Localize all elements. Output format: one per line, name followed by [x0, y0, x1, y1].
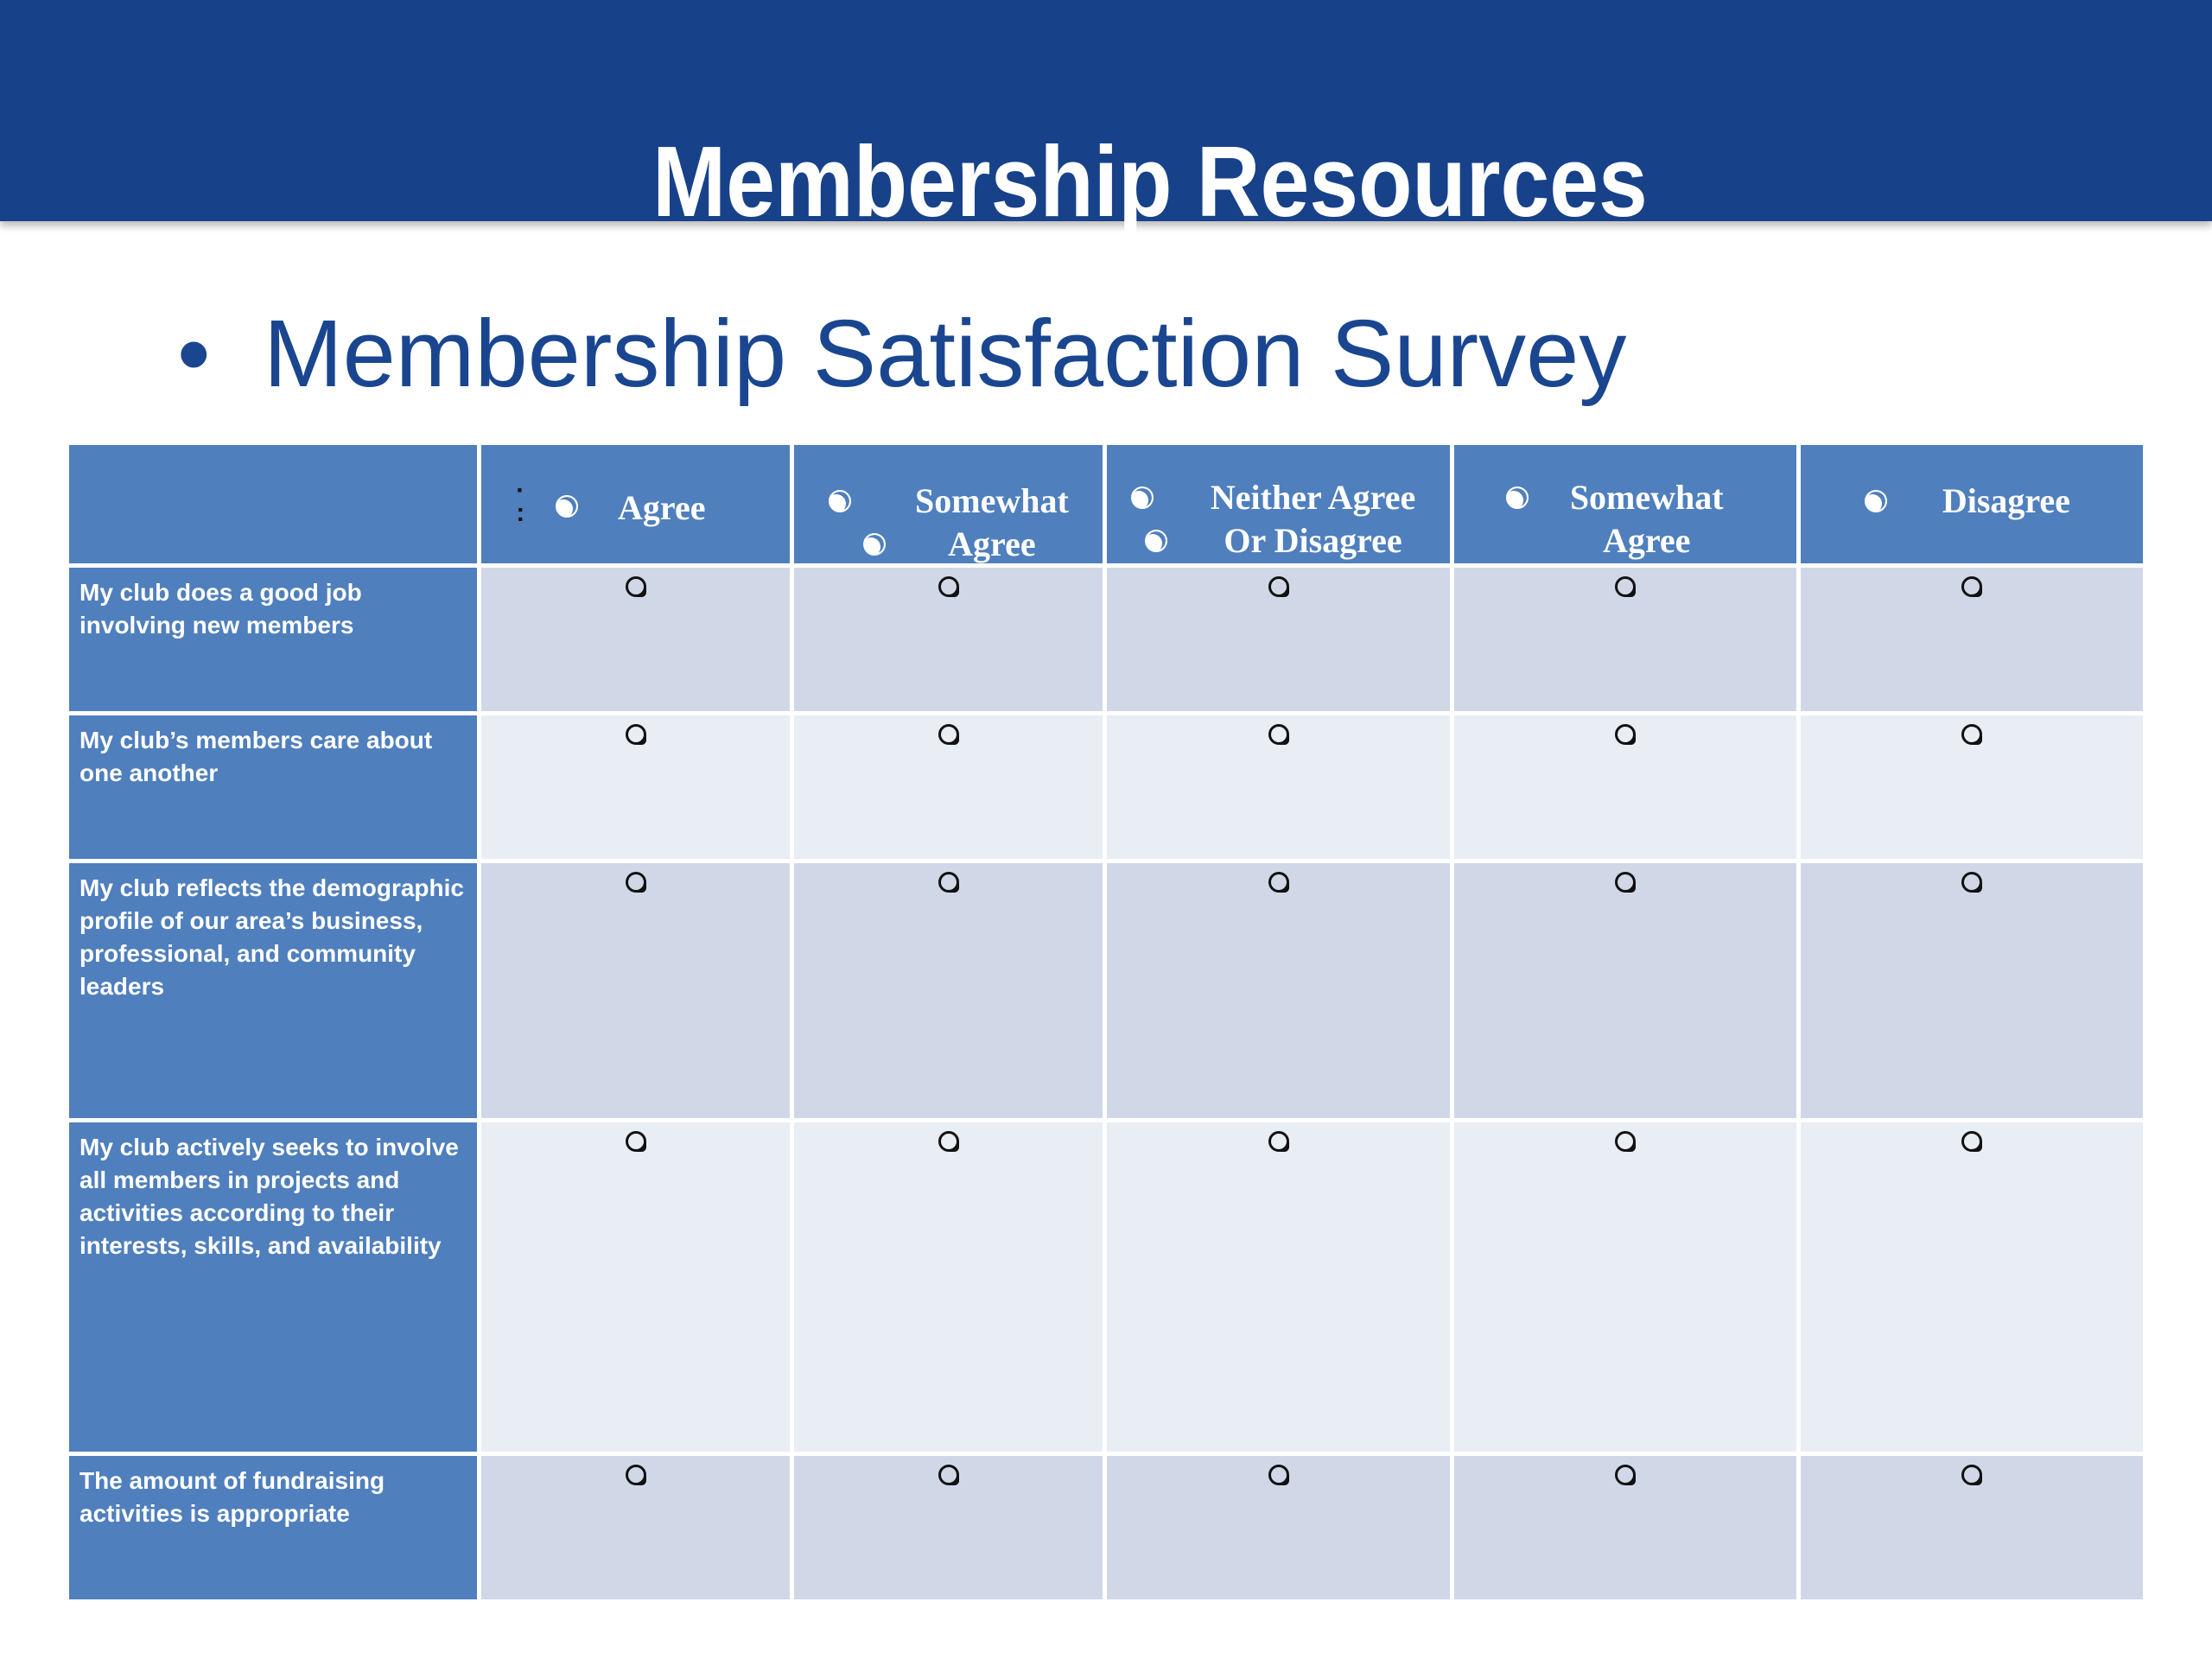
radio-somewhat-agree-2[interactable]: [1614, 1465, 1636, 1485]
header-corner-cell: [69, 445, 478, 563]
header-disagree: Disagree: [1800, 445, 2143, 563]
header-radio-icon: [556, 495, 579, 518]
answer-cell: [481, 1122, 791, 1452]
table-row: My club reflects the demographic profile…: [69, 863, 2143, 1118]
answer-cell: [1800, 715, 2143, 859]
table-row: My club does a good job involving new me…: [69, 568, 2143, 711]
radio-neither[interactable]: [1268, 1131, 1289, 1152]
header-radio-icon: [1131, 486, 1154, 509]
header-radio-icon: [829, 490, 852, 512]
answer-cell: [481, 863, 791, 1118]
radio-agree[interactable]: [625, 1131, 646, 1152]
table-row: The amount of fundraising activities is …: [69, 1456, 2143, 1599]
radio-somewhat-agree[interactable]: [938, 872, 959, 893]
slide-title: Membership Resources: [652, 125, 1648, 238]
radio-agree[interactable]: [625, 872, 646, 893]
header-radio-icon: [1864, 490, 1887, 512]
radio-neither[interactable]: [1268, 872, 1289, 893]
radio-somewhat-agree-2[interactable]: [1614, 872, 1636, 893]
radio-agree[interactable]: [625, 576, 646, 597]
radio-disagree[interactable]: [1961, 576, 1982, 597]
answer-cell: [1453, 715, 1796, 859]
radio-neither[interactable]: [1268, 576, 1289, 597]
question-cell: My club does a good job involving new me…: [69, 568, 478, 711]
answer-cell: [1107, 1456, 1450, 1599]
radio-somewhat-agree[interactable]: [938, 576, 959, 597]
radio-disagree[interactable]: [1961, 724, 1982, 745]
header-somewhat-agree-2: Somewhat Agree: [1453, 445, 1796, 563]
radio-disagree[interactable]: [1961, 1131, 1982, 1152]
answer-cell: [1107, 568, 1450, 711]
header-radio-icon: [1145, 530, 1168, 552]
header-radio-icon: [863, 533, 887, 556]
answer-cell: [1800, 1456, 2143, 1599]
answer-cell: [794, 863, 1103, 1118]
radio-neither[interactable]: [1268, 724, 1289, 745]
header-label-somewhat-agree: Somewhat Agree: [915, 481, 1069, 563]
answer-cell: [1107, 863, 1450, 1118]
answer-cell: [1453, 568, 1796, 711]
radio-disagree[interactable]: [1961, 1465, 1982, 1485]
answer-cell: [481, 568, 791, 711]
radio-agree[interactable]: [625, 1465, 646, 1485]
answer-cell: [1453, 1456, 1796, 1599]
header-agree: ·: Agree: [481, 445, 791, 563]
answer-cell: [794, 715, 1103, 859]
colon-marker: ·:: [516, 476, 525, 527]
header-label-somewhat-agree-2: Somewhat Agree: [1569, 478, 1724, 560]
header-neither-agree-or-disagree: Neither Agree Or Disagree: [1107, 445, 1450, 563]
radio-somewhat-agree[interactable]: [938, 724, 959, 745]
header-somewhat-agree: Somewhat Agree: [794, 445, 1103, 563]
radio-somewhat-agree-2[interactable]: [1614, 724, 1636, 745]
header-label-neither: Neither Agree Or Disagree: [1210, 478, 1416, 560]
answer-cell: [1107, 1122, 1450, 1452]
bullet-dot-icon: •: [177, 301, 211, 407]
radio-agree[interactable]: [625, 724, 646, 745]
table-row: My club’s members care about one another: [69, 715, 2143, 859]
radio-somewhat-agree[interactable]: [938, 1131, 959, 1152]
radio-somewhat-agree-2[interactable]: [1614, 1131, 1636, 1152]
question-cell: My club actively seeks to involve all me…: [69, 1122, 478, 1452]
header-row: ·: Agree Somewhat Agree Neither Agree Or…: [69, 445, 2143, 563]
answer-cell: [481, 1456, 791, 1599]
table-row: My club actively seeks to involve all me…: [69, 1122, 2143, 1452]
radio-disagree[interactable]: [1961, 872, 1982, 893]
radio-neither[interactable]: [1268, 1465, 1289, 1485]
answer-cell: [1107, 715, 1450, 859]
radio-somewhat-agree-2[interactable]: [1614, 576, 1636, 597]
header-label-agree: Agree: [618, 488, 706, 527]
bullet-item: • Membership Satisfaction Survey: [177, 298, 1626, 410]
answer-cell: [481, 715, 791, 859]
answer-cell: [794, 1122, 1103, 1452]
answer-cell: [1800, 863, 2143, 1118]
answer-cell: [794, 1456, 1103, 1599]
radio-somewhat-agree[interactable]: [938, 1465, 959, 1485]
answer-cell: [1800, 568, 2143, 711]
survey-heading: Membership Satisfaction Survey: [264, 301, 1627, 407]
question-cell: The amount of fundraising activities is …: [69, 1456, 478, 1599]
survey-table: ·: Agree Somewhat Agree Neither Agree Or…: [65, 441, 2147, 1604]
answer-cell: [1800, 1122, 2143, 1452]
header-radio-icon: [1505, 486, 1529, 509]
answer-cell: [1453, 863, 1796, 1118]
question-cell: My club’s members care about one another: [69, 715, 478, 859]
header-band: [0, 0, 2212, 221]
answer-cell: [794, 568, 1103, 711]
answer-cell: [1453, 1122, 1796, 1452]
header-label-disagree: Disagree: [1942, 481, 2070, 520]
question-cell: My club reflects the demographic profile…: [69, 863, 478, 1118]
